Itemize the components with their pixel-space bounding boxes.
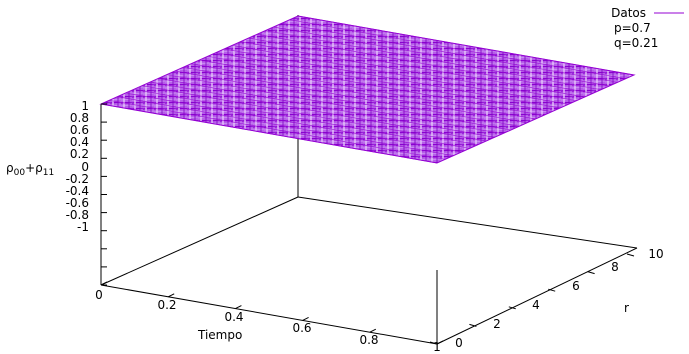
floor-back-edge: [297, 196, 638, 249]
x-axis-label: Tiempo: [197, 328, 242, 342]
z-tick-label: -0.2: [66, 172, 89, 186]
y-tick-mark: [508, 306, 516, 310]
surface-mesh-line: [174, 70, 511, 131]
y-tick-label: 2: [493, 317, 501, 331]
surface-mesh-line: [199, 59, 536, 120]
surface-mesh-line: [265, 30, 602, 91]
surface-mesh-line: [100, 103, 438, 164]
x-tick-label: 0.4: [224, 310, 243, 324]
legend-entry-label: Datos: [611, 6, 646, 20]
surface-mesh-line: [150, 81, 487, 142]
surface-mesh-line: [109, 99, 446, 160]
y-tick-labels: 0 2 4 6 8 10: [455, 247, 663, 350]
x-tick-mark: [235, 305, 242, 310]
z-label-part: +: [25, 161, 35, 175]
x-tick-label: 1: [433, 340, 441, 354]
z-tick-label: -1: [77, 220, 89, 234]
z-tick-label: 0.6: [70, 123, 89, 137]
y-tick-mark: [587, 271, 595, 275]
annotation-q: q=0.21: [614, 36, 658, 50]
z-tick-label: -0.6: [66, 196, 89, 210]
y-tick-label: 6: [572, 279, 580, 293]
z-axis-label: ρ00+ρ11: [6, 161, 54, 178]
y-tick-mark: [548, 288, 556, 292]
surface-mesh-line: [158, 77, 495, 138]
surface-mesh-line: [207, 55, 544, 116]
z-tick-label: 0.4: [70, 135, 89, 149]
z-label-sub: 00: [14, 168, 26, 178]
surface-mesh-line: [273, 26, 610, 87]
surface-mesh-line: [248, 37, 585, 98]
surface-mesh-line: [215, 52, 552, 113]
x-tick-label: 0: [95, 288, 103, 302]
surface-mesh-line: [183, 66, 520, 127]
z-label-part: ρ: [35, 161, 43, 175]
x-tick-mark: [436, 340, 444, 345]
x-tick-mark: [302, 316, 309, 321]
y-tick-mark: [429, 341, 438, 345]
surface-mesh-line: [232, 44, 569, 105]
z-tick-label: 0: [81, 160, 89, 174]
x-tick-label: 0.6: [292, 321, 311, 335]
surface-mesh-line: [125, 92, 462, 153]
annotation-p: p=0.7: [614, 21, 651, 35]
y-tick-mark: [469, 323, 477, 327]
surface-mesh-line: [289, 19, 626, 80]
z-label-part: ρ: [6, 161, 14, 175]
surface-mesh-line: [191, 63, 528, 124]
legend: Datos p=0.7 q=0.21: [611, 6, 684, 50]
x-tick-label: 0.8: [359, 333, 378, 347]
y-tick-label: 4: [532, 298, 540, 312]
surface-mesh-line: [240, 41, 577, 102]
surface-mesh-line: [224, 48, 561, 109]
y-tick-label: 10: [648, 247, 663, 261]
z-tick-label: -0.4: [66, 184, 89, 198]
z-tick-label: 0.2: [70, 147, 89, 161]
x-tick-mark: [167, 293, 175, 298]
y-tick-label: 8: [611, 260, 619, 274]
axis-box-front: [100, 247, 638, 345]
z-tick-label: -0.8: [66, 208, 89, 222]
z-label-sub: 11: [43, 168, 54, 178]
surface-mesh-line: [166, 74, 503, 135]
surface-mesh-line: [141, 85, 479, 146]
floor-left-edge: [100, 196, 299, 286]
surface-mesh-line: [256, 33, 594, 94]
surface-layer: [99, 15, 636, 164]
y-tick-label: 0: [455, 336, 463, 350]
z-tick-label: 0.8: [70, 111, 89, 125]
z-tick-labels: 1 0.8 0.6 0.4 0.2 0 -0.2 -0.4 -0.6 -0.8 …: [66, 99, 89, 234]
surface-mesh-line: [133, 88, 470, 149]
ticks-layer: [100, 103, 635, 345]
surface-mesh-line: [297, 15, 635, 76]
surface-mesh-line: [281, 22, 618, 83]
x-tick-mark: [369, 328, 377, 333]
y-axis-label: r: [624, 301, 629, 315]
y-tick-mark: [626, 253, 635, 257]
x-tick-label: 0.2: [157, 298, 176, 312]
surface-mesh-line: [117, 96, 454, 157]
y-axis-line: [436, 247, 638, 345]
z-tick-label: 1: [81, 99, 89, 113]
x-axis-line: [100, 284, 438, 345]
x-tick-labels: 0 0.2 0.4 0.6 0.8 1: [95, 288, 441, 354]
